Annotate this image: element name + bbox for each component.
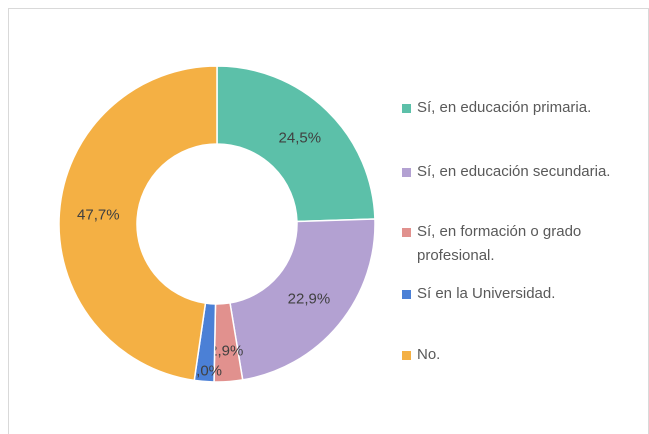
legend-swatch [402, 351, 411, 360]
legend-item: Sí, en educación secundaria. [402, 160, 632, 184]
legend-label: Sí, en educación secundaria. [417, 163, 611, 180]
legend-item: No. [402, 343, 632, 367]
legend-label: Sí, en formación o grado profesional. [417, 223, 582, 264]
data-label: 24,5% [279, 130, 322, 147]
legend-swatch [402, 168, 411, 177]
legend-label: Sí en la Universidad. [417, 285, 556, 302]
legend-swatch [402, 104, 411, 113]
data-label: 47,7% [77, 206, 120, 223]
data-label: 2,9% [209, 343, 243, 360]
legend-label: Sí, en educación primaria. [417, 99, 592, 116]
donut-slice [216, 65, 376, 223]
legend-label: No. [417, 346, 441, 363]
legend-item: Sí en la Universidad. [402, 282, 632, 306]
legend-swatch [402, 228, 411, 237]
legend-item: Sí, en formación o grado profesional. [402, 220, 632, 268]
donut-slice [229, 218, 376, 381]
donut-slice [58, 65, 218, 382]
legend-swatch [402, 290, 411, 299]
data-label: 22,9% [288, 291, 331, 308]
legend-item: Sí, en educación primaria. [402, 96, 632, 120]
